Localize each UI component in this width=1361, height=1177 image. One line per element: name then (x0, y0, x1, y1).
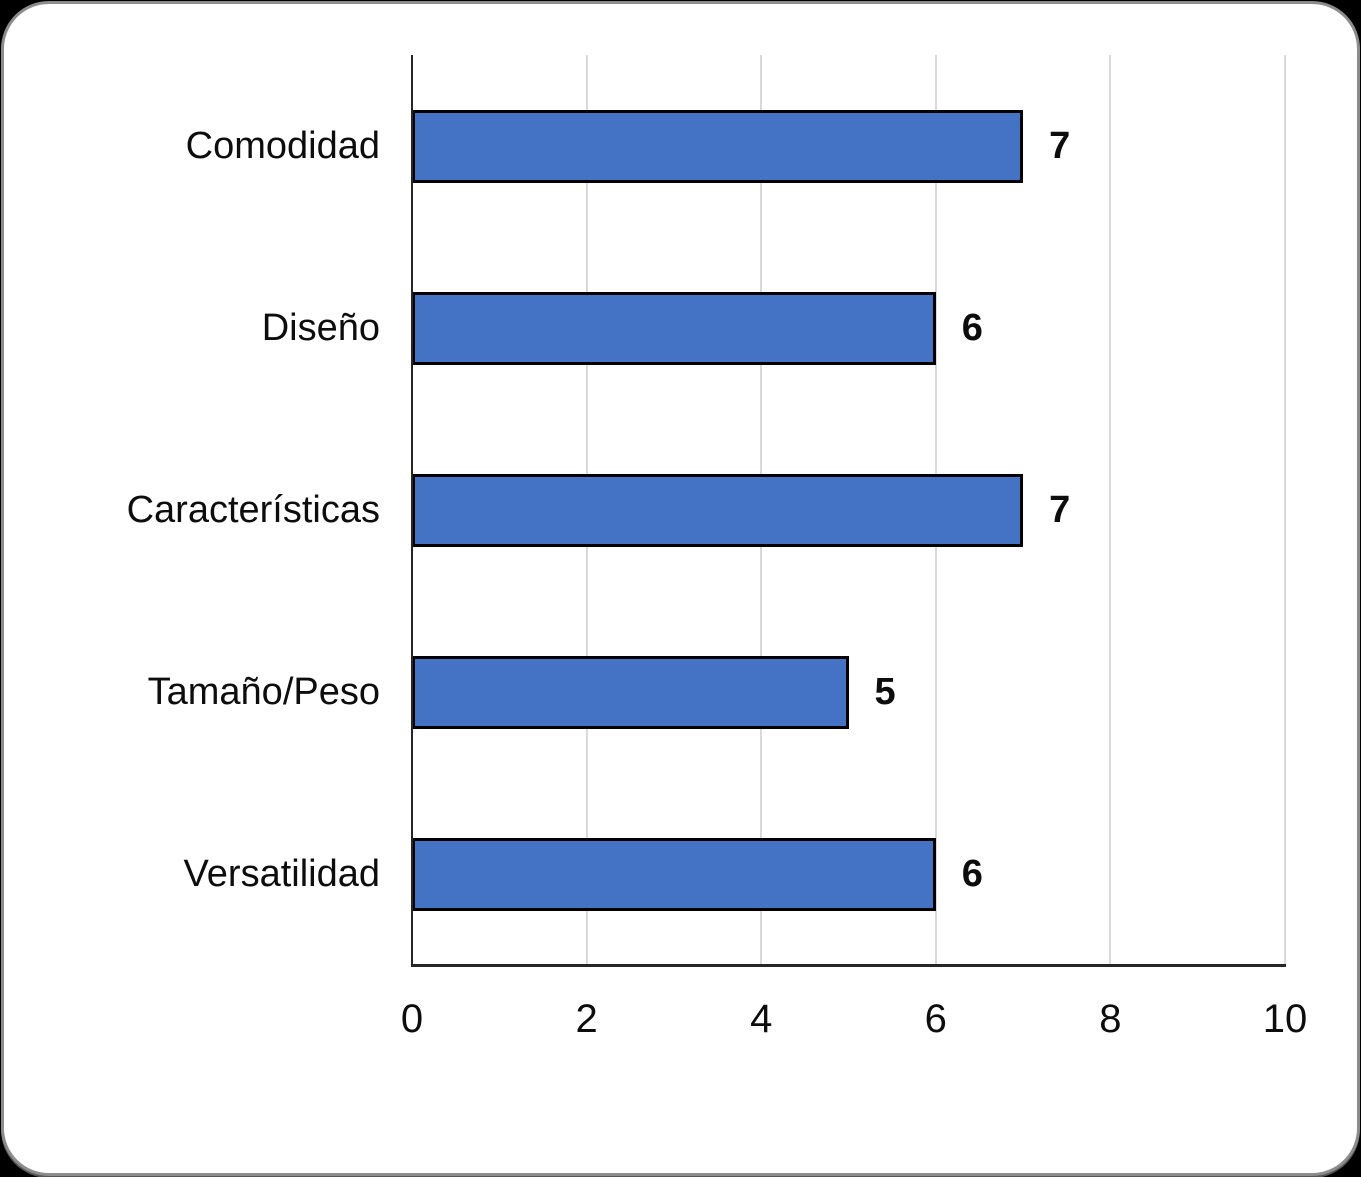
x-tick-label-6: 6 (924, 997, 947, 1041)
bar-caracter-sticas (412, 473, 1024, 547)
gridline-x-10 (1284, 55, 1286, 965)
category-label: Tamaño/Peso (147, 670, 380, 713)
category-label: Diseño (261, 306, 380, 349)
data-label: 7 (1049, 124, 1071, 167)
data-label: 6 (961, 852, 983, 895)
bar-tama-o-peso (412, 655, 849, 729)
data-label: 5 (874, 670, 896, 713)
x-tick-label-10: 10 (1262, 997, 1308, 1041)
data-label: 7 (1049, 488, 1071, 531)
category-label: Comodidad (185, 124, 380, 167)
bar-comodidad (412, 109, 1024, 183)
x-axis-line (411, 964, 1286, 967)
bar-versatilidad (412, 837, 936, 911)
x-tick-label-8: 8 (1099, 997, 1122, 1041)
data-label: 6 (961, 306, 983, 349)
x-tick-label-2: 2 (575, 997, 598, 1041)
y-axis-line (411, 55, 413, 965)
x-tick-label-0: 0 (400, 997, 424, 1041)
category-label: Versatilidad (183, 852, 380, 895)
bar-dise-o (412, 291, 936, 365)
gridline-x-8 (1109, 55, 1112, 965)
x-tick-label-4: 4 (750, 997, 773, 1041)
category-label: Características (126, 488, 380, 531)
